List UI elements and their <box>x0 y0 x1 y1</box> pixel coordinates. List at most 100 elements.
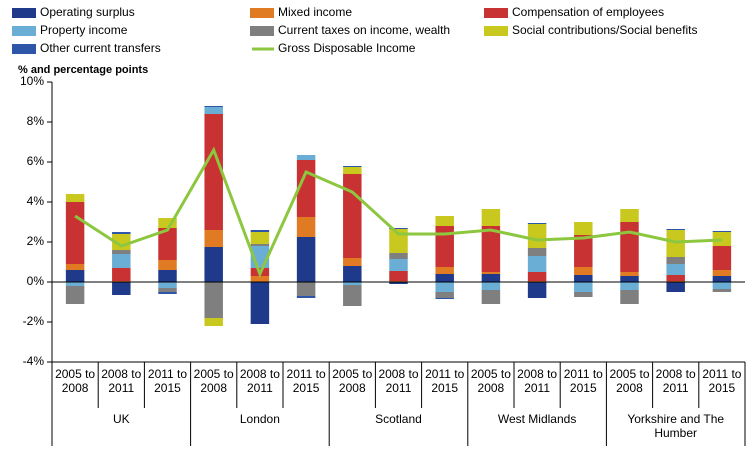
bar-segment <box>620 282 639 290</box>
bar-segment <box>112 282 131 295</box>
bar-segment <box>527 272 547 281</box>
bar-segment <box>250 282 270 324</box>
bar-segment <box>435 282 454 292</box>
bar-segment <box>435 274 454 282</box>
bar-segment <box>204 318 223 326</box>
x-tick-label: 2011 to 2015 <box>563 367 603 395</box>
bar-segment <box>389 259 408 271</box>
group-label-box: Scotland <box>375 412 422 426</box>
y-tick-label: 10% <box>20 74 44 88</box>
bar-segment <box>435 267 454 274</box>
x-tick-label: 2005 to 2008 <box>470 367 511 395</box>
bar-segment <box>343 258 362 266</box>
bar-segment <box>481 226 501 272</box>
x-tick-label-box: 2008 to 2011 <box>378 367 419 395</box>
bar-segment <box>343 282 362 285</box>
legend-swatch <box>12 44 36 54</box>
group-label: London <box>239 412 280 426</box>
bar-segment <box>712 289 732 292</box>
group-label: UK <box>112 412 130 426</box>
bar-segment <box>204 282 223 318</box>
bar-segment <box>389 253 408 259</box>
bar-segment <box>435 292 454 298</box>
x-tick-label-box: 2011 to 2015 <box>702 367 742 395</box>
bar-segment <box>389 282 408 284</box>
y-tick-label: 6% <box>27 154 45 168</box>
bar-segment <box>343 166 362 167</box>
bar-segment <box>65 264 85 270</box>
bar-segment <box>204 114 223 230</box>
legend-swatch <box>484 26 508 36</box>
bar-segment <box>158 292 177 294</box>
bar-segment <box>527 256 547 272</box>
bar-segment <box>666 282 685 292</box>
y-tick-label: -4% <box>23 354 45 368</box>
x-tick-label-box: 2008 to 2011 <box>517 367 557 395</box>
group-label: West Midlands <box>497 412 577 426</box>
y-tick-label: -2% <box>23 314 45 328</box>
x-tick-label: 2005 to 2008 <box>193 367 234 395</box>
group-label-box: UK <box>112 412 130 426</box>
bar-segment <box>296 237 316 282</box>
bar-segment <box>574 275 593 282</box>
x-tick-label: 2011 to 2015 <box>702 367 742 395</box>
line-series <box>74 146 722 278</box>
bar-segment <box>712 231 732 232</box>
bar-segment <box>574 267 593 275</box>
y-axis-title: % and percentage points <box>18 64 148 76</box>
bar-segment <box>527 224 547 248</box>
legend-swatch <box>12 26 36 36</box>
bar-segment <box>204 247 223 282</box>
x-tick-label: 2011 to 2015 <box>425 367 465 395</box>
x-tick-label: 2008 to 2011 <box>101 367 142 395</box>
bar-segment <box>65 270 85 282</box>
bar-segment <box>158 260 177 270</box>
bar-segment <box>389 228 408 229</box>
legend-swatch <box>484 8 508 18</box>
bar-segment <box>620 222 639 272</box>
x-tick-label-box: 2008 to 2011 <box>240 367 280 395</box>
legend-label: Gross Disposable Income <box>278 41 416 55</box>
bar-segment <box>296 282 316 296</box>
bar-segment <box>481 274 501 282</box>
bar-segment <box>112 232 131 234</box>
x-tick-label-box: 2011 to 2015 <box>563 367 603 395</box>
bar-segment <box>574 282 593 292</box>
x-tick-label: 2008 to 2011 <box>378 367 419 395</box>
bar-segment <box>620 276 639 282</box>
legend-label: Current taxes on income, wealth <box>278 23 450 37</box>
bar-segment <box>65 286 85 304</box>
bar-segment <box>250 232 270 244</box>
x-tick-label-box: 2011 to 2015 <box>286 367 326 395</box>
bar-segment <box>204 106 223 107</box>
bar-segment <box>343 174 362 258</box>
x-tick-label-box: 2005 to 2008 <box>193 367 234 395</box>
bar-segment <box>666 229 685 230</box>
bar-segment <box>481 272 501 274</box>
bar-segment <box>112 250 131 254</box>
y-tick-label: 2% <box>27 234 45 248</box>
x-tick-label-box: 2011 to 2015 <box>148 367 187 395</box>
legend-label: Property income <box>40 23 128 37</box>
bar-segment <box>481 209 501 226</box>
bar-segment <box>435 216 454 226</box>
bar-segment <box>158 228 177 260</box>
legend-label: Compensation of employees <box>512 5 664 19</box>
x-tick-label: 2011 to 2015 <box>286 367 326 395</box>
bar-segment <box>574 222 593 235</box>
legend-swatch <box>250 8 274 18</box>
bar-segment <box>620 209 639 222</box>
legend-label: Social contributions/Social benefits <box>512 23 697 37</box>
bar-segment <box>158 288 177 292</box>
bar-segment <box>112 254 131 268</box>
x-tick-label-box: 2008 to 2011 <box>656 367 696 395</box>
x-tick-label-box: 2005 to 2008 <box>55 367 95 395</box>
bar-segment <box>250 244 270 246</box>
x-tick-label-box: 2005 to 2008 <box>609 367 649 395</box>
y-tick-label: 4% <box>27 194 45 208</box>
bar-segment <box>343 266 362 282</box>
bar-segment <box>574 235 593 267</box>
x-tick-label-box: 2005 to 2008 <box>470 367 511 395</box>
legend-label: Mixed income <box>278 5 352 19</box>
